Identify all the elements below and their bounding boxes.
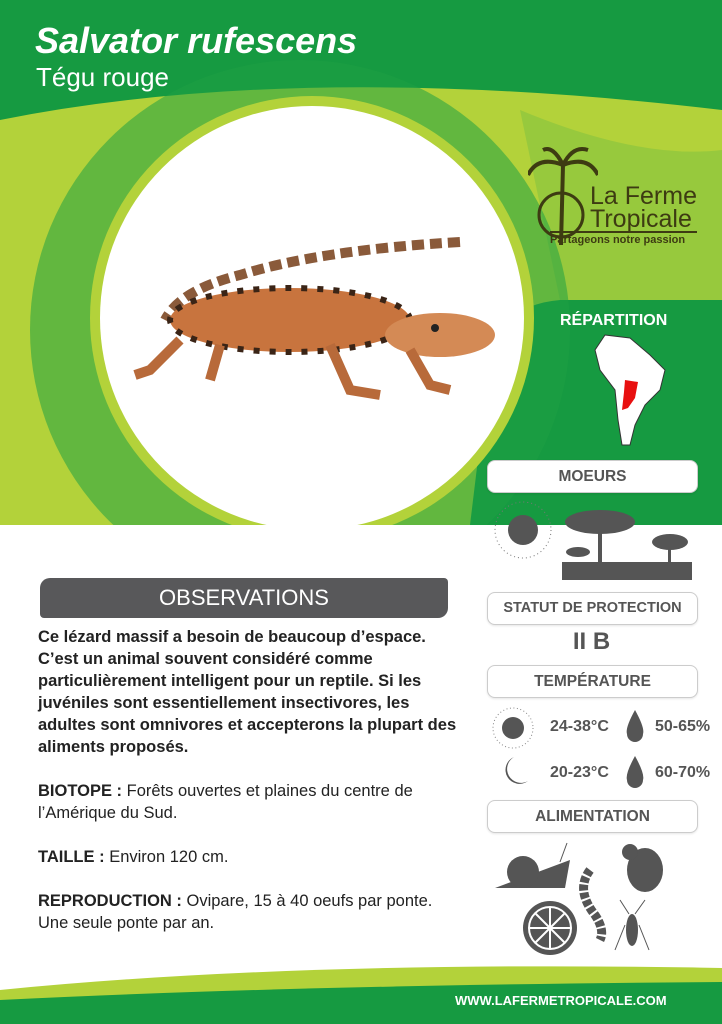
humidity-drop-icon [626, 756, 644, 788]
logo-tagline: Partageons notre passion [550, 231, 697, 246]
lizard-photo [133, 237, 495, 400]
savanna-icon [562, 510, 692, 580]
moeurs-header: MOEURS [487, 460, 698, 493]
alimentation-header: ALIMENTATION [487, 800, 698, 833]
biotope-text: Forêts ouvertes et plaines du centre de … [38, 782, 413, 822]
reproduction-text: Ovipare, 15 à 40 oeufs par ponte. Une se… [38, 892, 433, 932]
night-temperature: 20-23°C [550, 764, 609, 781]
night-humidity: 60-70% [655, 764, 711, 781]
humidity-drop-icon [626, 710, 644, 742]
protection-status: II B [572, 628, 611, 655]
alimentation-icons [495, 842, 663, 955]
taille-label: TAILLE : [38, 848, 105, 866]
logo-line1: La Ferme [590, 182, 697, 210]
repartition-label: RÉPARTITION [560, 312, 668, 329]
reproduction-label: REPRODUCTION : [38, 892, 182, 910]
south-america-map [594, 334, 666, 446]
species-title: Salvator rufescens [35, 20, 358, 61]
rodent-icon [622, 844, 663, 892]
worm-icon [579, 867, 607, 943]
cricket-icon [614, 899, 650, 951]
logo: La Ferme Tropicale Partageons notre pass… [528, 147, 697, 246]
day-temperature: 24-38°C [550, 718, 609, 735]
biotope-label: BIOTOPE : [38, 782, 123, 800]
day-humidity: 50-65% [655, 718, 711, 735]
intro-text: Ce lézard massif a besoin de beaucoup d’… [38, 628, 457, 756]
website-link[interactable]: WWW.LAFERMETROPICALE.COM [455, 993, 667, 1008]
sun-icon [492, 707, 534, 749]
temperature-header: TEMPÉRATURE [487, 665, 698, 698]
observations-header: OBSERVATIONS [40, 578, 448, 618]
protection-header: STATUT DE PROTECTION [487, 592, 698, 625]
logo-line2: Tropicale [590, 205, 692, 233]
moeurs-icons [494, 501, 692, 580]
palm-tree-icon [528, 147, 598, 246]
sun-icon [494, 501, 552, 559]
moon-icon [505, 757, 528, 784]
observations-body: Ce lézard massif a besoin de beaucoup d’… [38, 626, 458, 956]
citrus-icon [523, 901, 577, 955]
common-name: Tégu rouge [36, 62, 169, 92]
taille-text: Environ 120 cm. [104, 848, 229, 866]
snail-icon [495, 842, 570, 888]
